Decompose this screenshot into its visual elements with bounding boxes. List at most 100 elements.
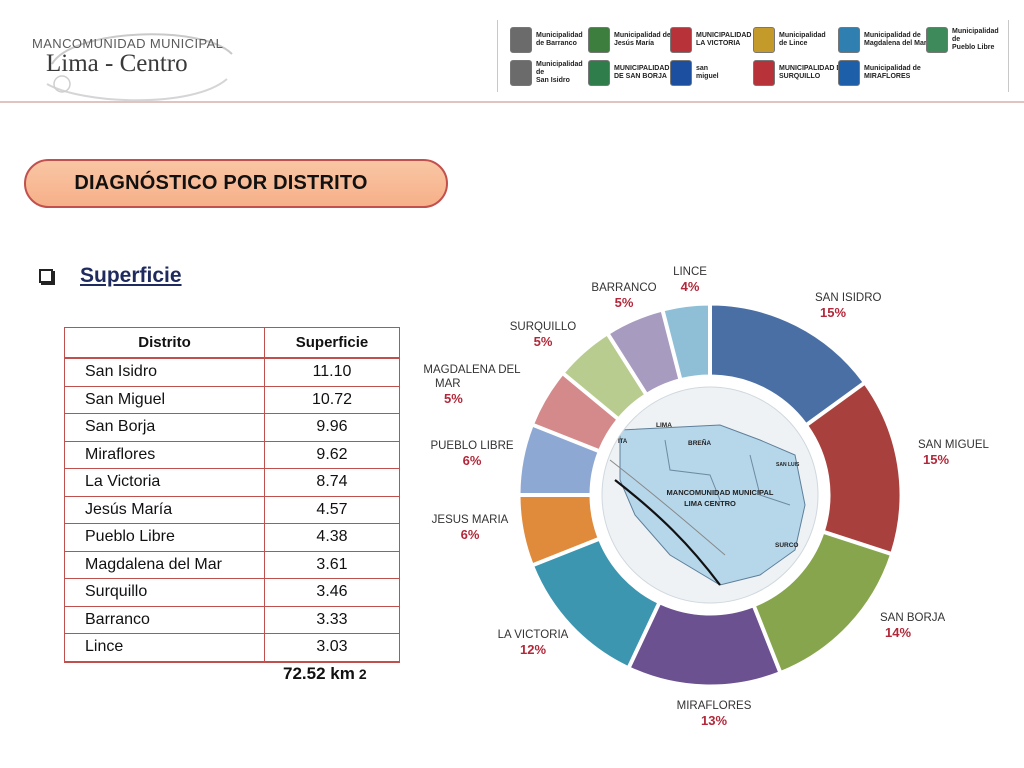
municipality-logo: MUNICIPALIDAD DE LA VICTORIA [670,25,763,55]
municipality-crest-icon [670,60,692,86]
municipality-crest-icon [753,60,775,86]
checkbox-bullet-icon [39,269,53,283]
slice-percentage: 5% [615,295,634,310]
donut-slice-barranco [608,310,680,394]
district-name-cell: Jesús María [64,495,265,524]
district-name-cell: San Borja [64,413,265,441]
municipality-logo: Municipalidad de San Isidro [510,58,583,88]
municipality-crest-icon [838,27,860,53]
donut-slice-jesus-maria [519,496,599,565]
district-name-cell: Magdalena del Mar [64,550,265,579]
slice-percentage: 14% [885,625,911,640]
slice-label: SURQUILLO [510,321,577,333]
district-name-cell: Pueblo Libre [64,523,265,551]
municipality-crest-icon [588,27,610,53]
municipality-logo-text: Municipalidad de MIRAFLORES [864,65,921,80]
municipality-crest-icon [838,60,860,86]
map-label-surco: SURCO [775,542,798,549]
district-area-cell: 9.96 [264,413,400,441]
municipality-logo: san miguel [670,58,719,88]
slice-label: MAR [435,378,461,390]
district-area-cell: 3.46 [264,578,400,606]
district-area-cell: 3.61 [264,550,400,579]
map-outline [601,386,819,604]
district-area-cell: 4.38 [264,523,400,551]
district-name-cell: San Isidro [64,358,265,386]
map-label-san-luis: SAN LUIS [776,462,800,468]
district-name-cell: La Victoria [64,468,265,496]
municipality-logo: Municipalidad de Jesús María [588,25,671,55]
district-area-cell: 4.57 [264,495,400,524]
donut-slice-san-borja [754,532,891,672]
donut-slice-surquillo [563,334,646,419]
municipality-logo: Municipalidad de Pueblo Libre [926,25,1008,55]
map-title-line1: MANCOMUNIDAD MUNICIPAL [667,488,774,497]
slice-percentage: 13% [701,713,727,728]
total-area-value: 72.52 km [283,664,355,683]
section-heading: DIAGNÓSTICO POR DISTRITO [74,172,368,194]
table-row: San Miguel 10.72 [64,385,400,414]
municipality-crest-icon [510,27,532,53]
municipality-logo: Municipalidad de MIRAFLORES [838,58,921,88]
slice-percentage: 5% [444,391,463,406]
slice-label: LA VICTORIA [498,629,569,641]
mancomunidad-area [619,424,806,586]
municipality-logo-text: Municipalidad de Jesús María [614,32,671,47]
municipality-logo: MUNICIPALIDAD DE SURQUILLO [753,58,846,88]
municipality-logo-text: MUNICIPALIDAD DE SAN BORJA [614,65,670,80]
header-divider [0,101,1024,103]
district-area-cell: 11.10 [264,358,400,386]
donut-slice-lince [663,304,709,380]
municipality-crest-icon [510,60,532,86]
donut-slice-la-victoria [533,539,659,667]
table-row: Pueblo Libre 4.38 [64,523,400,551]
donut-slice-miraflores [629,603,780,686]
table-header-district: Distrito [64,327,265,359]
donut-slice-pueblo-libre [519,425,599,494]
table-row: Magdalena del Mar 3.61 [64,550,400,579]
slice-label: MIRAFLORES [677,700,752,712]
slice-percentage: 5% [534,334,553,349]
municipality-logo-text: Municipalidad de San Isidro [536,61,583,84]
coastline [614,479,721,586]
municipalities-logo-strip: Municipalidad de Barranco Municipalidad d… [497,20,1009,92]
district-name-cell: Miraflores [64,440,265,469]
table-row: San Isidro 11.10 [64,358,400,386]
municipality-logo-text: MUNICIPALIDAD DE SURQUILLO [779,65,846,80]
slice-label: SAN ISIDRO [815,292,882,304]
donut-slices [519,304,901,686]
donut-slice-san-isidro [711,304,864,424]
slice-percentage: 15% [820,305,846,320]
slice-label: SAN BORJA [880,612,946,624]
slice-label: MAGDALENA DEL [423,364,521,376]
donut-slice-magdalena-del-mar [533,374,618,451]
slice-label: JESUS MARIA [432,514,509,526]
table-row: La Victoria 8.74 [64,468,400,496]
logo-swirl-graphic [46,33,233,102]
table-row: Jesús María 4.57 [64,495,400,524]
table-row: Barranco 3.33 [64,605,400,634]
total-area-exponent: 2 [358,666,367,682]
table-row: San Borja 9.96 [64,413,400,441]
district-name-cell: Lince [64,633,265,663]
municipality-logo-text: Municipalidad de Magdalena del Mar [864,32,927,47]
slice-label: LINCE [673,266,707,278]
municipality-crest-icon [670,27,692,53]
district-area-cell: 3.33 [264,605,400,634]
donut-slice-san-miguel [807,383,901,553]
district-name-cell: San Miguel [64,385,265,414]
district-boundary [664,439,721,501]
municipality-logo-text: Municipalidad de Lince [779,32,826,47]
district-name-cell: Surquillo [64,578,265,606]
municipality-crest-icon [753,27,775,53]
table-body: San Isidro 11.10 San Miguel 10.72 San Borja 9… [64,358,400,663]
municipality-logo: Municipalidad de Lince [753,25,826,55]
table-row: Miraflores 9.62 [64,440,400,469]
table-header-row: Distrito Superficie [64,327,400,359]
area-table: Distrito Superficie San Isidro 11.10 San M… [64,327,400,663]
municipality-logo: MUNICIPALIDAD DE SAN BORJA [588,58,669,88]
district-area-cell: 8.74 [264,468,400,496]
district-area-cell: 10.72 [264,385,400,414]
municipality-logo-text: Municipalidad de Pueblo Libre [952,28,999,51]
